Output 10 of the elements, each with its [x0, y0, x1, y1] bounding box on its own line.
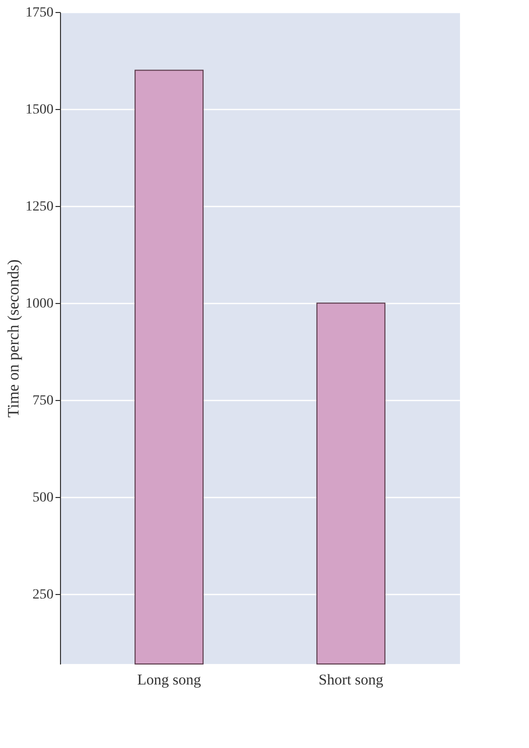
x-tick-label: Short song — [318, 672, 384, 688]
y-tick-label: 1500 — [26, 102, 54, 118]
y-tick-label: 750 — [32, 394, 54, 409]
y-axis-title: Time on perch (seconds) — [6, 259, 22, 418]
y-tick-label: 250 — [32, 588, 54, 603]
y-tick-label: 1750 — [26, 6, 54, 20]
y-tick-label: 1250 — [26, 200, 54, 215]
y-tick-label: 500 — [32, 490, 54, 506]
x-tick-label: Long song — [137, 672, 202, 688]
y-tick-label: 1000 — [26, 296, 54, 312]
